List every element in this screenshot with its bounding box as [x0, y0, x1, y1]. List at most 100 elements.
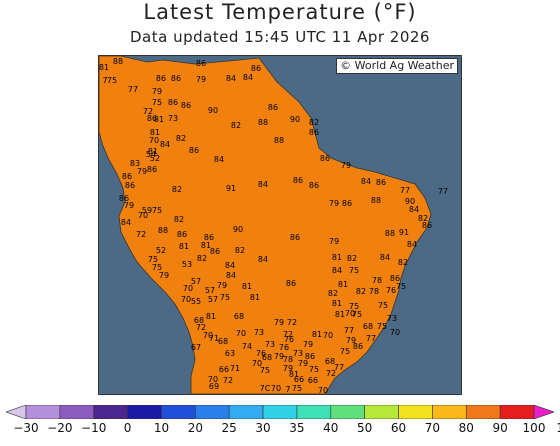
- legend-label: −10: [81, 421, 107, 435]
- station-temperature: 77: [400, 186, 410, 195]
- station-temperature: 82: [231, 121, 241, 130]
- station-temperature: 82: [309, 118, 319, 127]
- station-temperature: 86: [290, 233, 300, 242]
- station-temperature: 84: [258, 180, 268, 189]
- station-temperature: 86: [286, 279, 296, 288]
- station-temperature: 77: [438, 187, 448, 196]
- station-temperature: 86: [342, 199, 352, 208]
- station-temperature: 79: [303, 340, 313, 349]
- station-temperature: 79: [283, 364, 293, 373]
- station-temperature: 77: [344, 326, 354, 335]
- legend-labels: −30 −20 −10 0 10 20 25 30 35 40 50 60 70 80 90 100 110: [0, 421, 560, 437]
- station-temperature: 72: [283, 330, 293, 339]
- station-temperature: 75: [340, 347, 350, 356]
- station-temperature: 68: [363, 322, 373, 331]
- map-subtitle: Data updated 15:45 UTC 11 Apr 2026: [130, 28, 430, 46]
- station-temperature: 70: [181, 295, 191, 304]
- station-temperature: 72: [287, 318, 297, 327]
- legend-color-cell: [262, 405, 298, 419]
- station-temperature: 84: [380, 253, 390, 262]
- station-temperature: 79: [341, 161, 351, 170]
- legend-label: 110: [556, 421, 560, 435]
- station-temperature: 84: [332, 266, 342, 275]
- legend-label: 60: [390, 421, 407, 435]
- station-temperature: 70: [323, 331, 333, 340]
- station-temperature: 84: [121, 218, 131, 227]
- station-temperature: 84: [214, 155, 224, 164]
- legend-color-cell: [296, 405, 332, 419]
- station-temperature: 70: [271, 384, 281, 393]
- legend-color-cell: [364, 405, 399, 419]
- station-temperature: 72: [136, 230, 146, 239]
- station-temperature: 86: [320, 154, 330, 163]
- station-temperature: 88: [258, 118, 268, 127]
- map-title: Latest Temperature (°F): [143, 0, 417, 24]
- legend-label: 20: [187, 421, 203, 435]
- station-temperature: 75: [377, 322, 387, 331]
- legend-label: 25: [221, 421, 237, 435]
- legend-color-cell: [228, 405, 264, 419]
- station-temperature: 90: [208, 106, 218, 115]
- legend-label: 90: [492, 421, 508, 435]
- station-temperature: 82: [398, 258, 408, 267]
- station-temperature: 84: [160, 140, 170, 149]
- station-temperature: 86: [305, 352, 315, 361]
- station-temperature: 59: [142, 206, 152, 215]
- station-temperature: 79: [217, 281, 227, 290]
- station-temperature: 75: [352, 310, 362, 319]
- station-temperature: 82: [176, 134, 186, 143]
- station-temperature: 73: [265, 340, 275, 349]
- station-temperature: 72: [223, 376, 233, 385]
- station-temperature: 86: [309, 128, 319, 137]
- station-temperature: 71: [209, 334, 219, 343]
- station-temperature: 66: [308, 376, 318, 385]
- station-temperature: 82: [328, 289, 338, 298]
- station-temperature: 75: [349, 302, 359, 311]
- station-temperature: 81: [179, 242, 189, 251]
- station-temperature: 84: [409, 205, 419, 214]
- station-temperature: 82: [418, 214, 428, 223]
- station-temperature: 70: [252, 359, 262, 368]
- station-temperature: 86: [181, 101, 191, 110]
- legend-color-cell: [432, 405, 467, 419]
- legend-label: 70: [424, 421, 441, 435]
- legend-label: 100: [522, 421, 546, 435]
- station-temperature: 76: [284, 335, 294, 344]
- station-temperature: 86: [156, 74, 166, 83]
- station-temperature: 86: [122, 172, 132, 181]
- station-temperature: 75: [292, 384, 302, 393]
- station-temperature: 75: [220, 293, 230, 302]
- station-temperature: 67: [191, 343, 201, 352]
- station-temperature: 75: [260, 366, 270, 375]
- station-temperature: 75: [152, 98, 162, 107]
- station-temperature: 72: [143, 107, 153, 116]
- legend-color-cell: [195, 405, 230, 419]
- station-temperature: 86: [309, 181, 319, 190]
- station-temperature: 81: [99, 63, 109, 72]
- station-temperature: 81: [154, 115, 164, 124]
- legend-label: 35: [289, 421, 305, 435]
- station-temperature: 78: [283, 355, 293, 364]
- station-temperature: 81: [148, 147, 158, 156]
- station-temperature: 84: [407, 240, 417, 249]
- station-temperature: 88: [371, 196, 381, 205]
- legend-label: 10: [153, 421, 170, 435]
- station-temperature: 84: [361, 177, 371, 186]
- temperature-map: 81 88 7 75 77 86 86 79 84 86 86 84 79 75 86 72 86 81 73 86 8…: [98, 55, 462, 395]
- station-temperature: 86: [353, 342, 363, 351]
- station-temperature: 79: [124, 201, 134, 210]
- legend-color-cell: [161, 405, 196, 419]
- station-temperature: 79: [274, 318, 284, 327]
- station-temperature: 66: [219, 365, 229, 374]
- station-temperature: 68: [262, 353, 272, 362]
- station-temperature: 81: [206, 312, 216, 321]
- station-temperature: 79: [137, 167, 147, 176]
- station-temperature: 81: [242, 282, 252, 291]
- station-temperature: 82: [235, 246, 245, 255]
- station-temperature: 79: [329, 199, 339, 208]
- station-temperature: 75: [309, 365, 319, 374]
- station-temperature: 81: [312, 330, 322, 339]
- station-temperature: 84: [226, 271, 236, 280]
- station-temperature: 86: [422, 221, 432, 230]
